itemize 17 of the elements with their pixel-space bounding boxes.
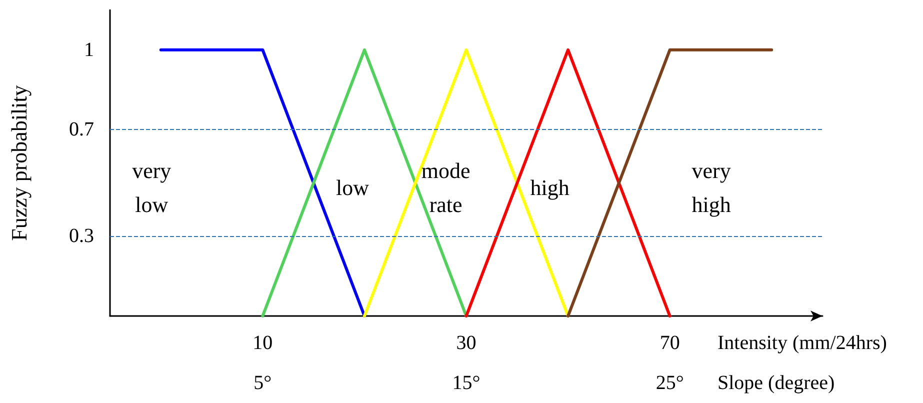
annotation: mode rate [421, 158, 470, 217]
x-tick-label: 70 [660, 332, 680, 354]
x-axis-title: Intensity (mm/24hrs) [718, 332, 887, 354]
y-axis-title: Fuzzy probability [6, 85, 32, 241]
x2-tick-label: 5° [254, 372, 272, 394]
x-tick-label: 30 [456, 332, 476, 354]
x-tick-label: 10 [252, 332, 273, 354]
y-tick-label: 1 [84, 38, 94, 61]
y-tick-label: 0.7 [69, 118, 94, 141]
x2-tick-label: 15° [452, 372, 480, 394]
x2-tick-label: 25° [656, 372, 684, 394]
annotation: very low [132, 158, 172, 217]
x2-axis-title: Slope (degree) [718, 372, 835, 394]
annotation: high [530, 174, 570, 200]
annotation: very high [692, 158, 731, 217]
annotation: low [336, 174, 370, 200]
y-tick-label: 0.3 [69, 225, 94, 248]
